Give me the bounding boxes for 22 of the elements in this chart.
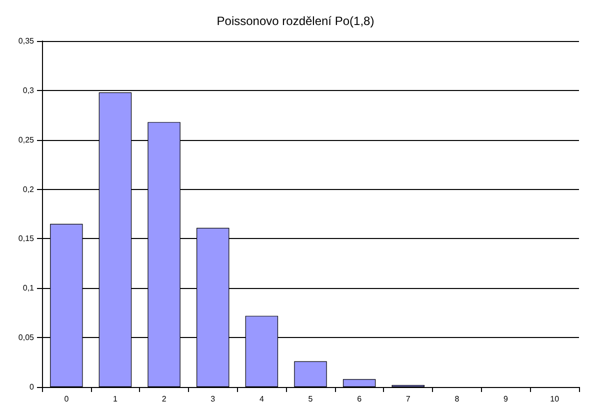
y-tick-label: 0,1 [22, 284, 35, 293]
x-tick-label: 4 [259, 394, 264, 403]
chart-title: Poissonovo rozdělení Po(1,8) [216, 14, 374, 28]
y-tick-label: 0,05 [18, 333, 35, 342]
x-tick-label: 5 [308, 394, 314, 403]
y-tick-label: 0,2 [22, 184, 35, 194]
x-tick-label: 8 [454, 394, 460, 403]
x-tick-label: 10 [550, 394, 560, 403]
x-tick-label: 6 [357, 394, 362, 403]
y-tick-label: 0,35 [18, 36, 35, 46]
y-tick-label: 0,15 [18, 234, 35, 244]
x-tick-label: 2 [162, 394, 167, 403]
x-tick-label: 3 [210, 394, 216, 403]
bar [342, 379, 376, 387]
x-tick-label: 0 [64, 394, 70, 403]
y-tick-label: 0,3 [22, 86, 35, 95]
x-tick-label: 9 [504, 394, 509, 403]
x-tick-label: 7 [406, 394, 411, 403]
x-tick-label: 1 [113, 394, 118, 403]
y-tick-label: 0,25 [18, 135, 35, 144]
y-tick-label: 0 [30, 382, 35, 392]
bar [294, 361, 327, 387]
